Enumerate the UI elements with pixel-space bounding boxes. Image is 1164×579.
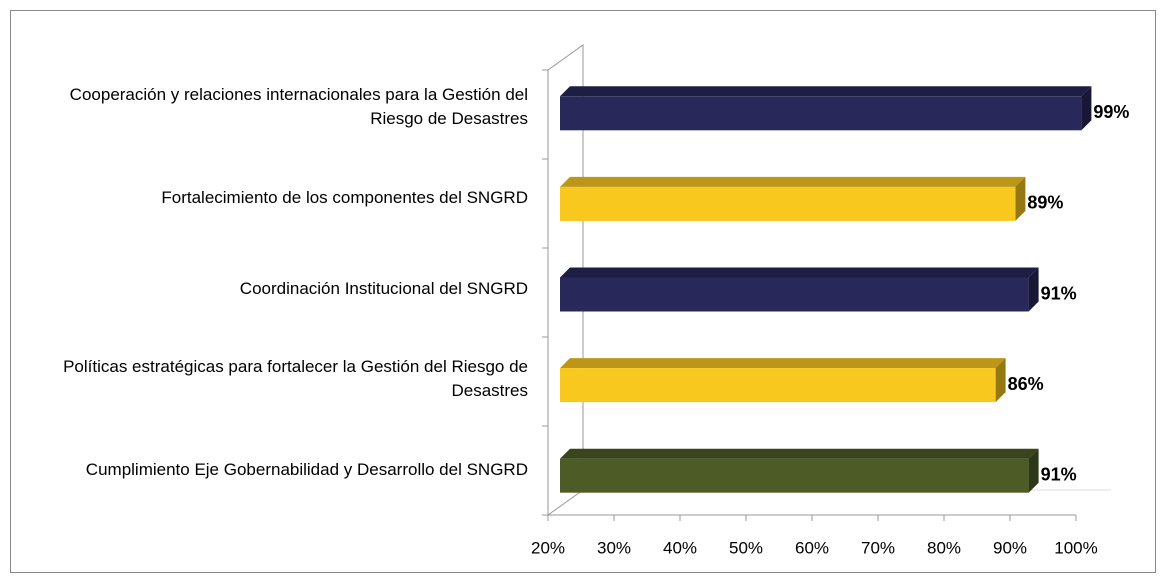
bar-top [560, 86, 1092, 97]
x-tick-label: 50% [729, 538, 763, 557]
bar-top [560, 358, 1006, 369]
value-label: 99% [1093, 102, 1129, 122]
bar-top [560, 267, 1039, 278]
frame [10, 10, 1156, 573]
category-label: Coordinación Institucional del SNGRD [239, 278, 528, 298]
x-tick-label: 80% [927, 538, 961, 557]
value-label: 86% [1008, 374, 1044, 394]
value-label: 91% [1041, 464, 1077, 484]
bar [560, 96, 1082, 131]
bar-top [560, 176, 1026, 187]
bar-side [1015, 176, 1026, 221]
bar [560, 368, 996, 403]
value-label: 91% [1041, 283, 1077, 303]
bar-side [1028, 448, 1039, 493]
category-label: Cumplimiento Eje Gobernabilidad y Desarr… [85, 459, 528, 479]
bar-side [1081, 86, 1092, 131]
category-label: Cooperación y relaciones internacionales… [69, 85, 528, 129]
x-tick-label: 40% [663, 538, 697, 557]
x-tick-label: 70% [861, 538, 895, 557]
bar-side [1028, 267, 1039, 312]
x-tick-label: 60% [795, 538, 829, 557]
category-label: Políticas estratégicas para fortalecer l… [63, 357, 528, 401]
category-label: Fortalecimiento de los componentes del S… [161, 187, 528, 207]
x-tick-label: 100% [1054, 538, 1097, 557]
bar-top [560, 448, 1039, 459]
bar [560, 458, 1029, 493]
bar [560, 277, 1029, 312]
bar [560, 186, 1016, 221]
x-tick-label: 90% [993, 538, 1027, 557]
x-tick-label: 20% [531, 538, 565, 557]
x-tick-label: 30% [597, 538, 631, 557]
value-label: 89% [1027, 193, 1063, 213]
bar-side [995, 358, 1006, 403]
